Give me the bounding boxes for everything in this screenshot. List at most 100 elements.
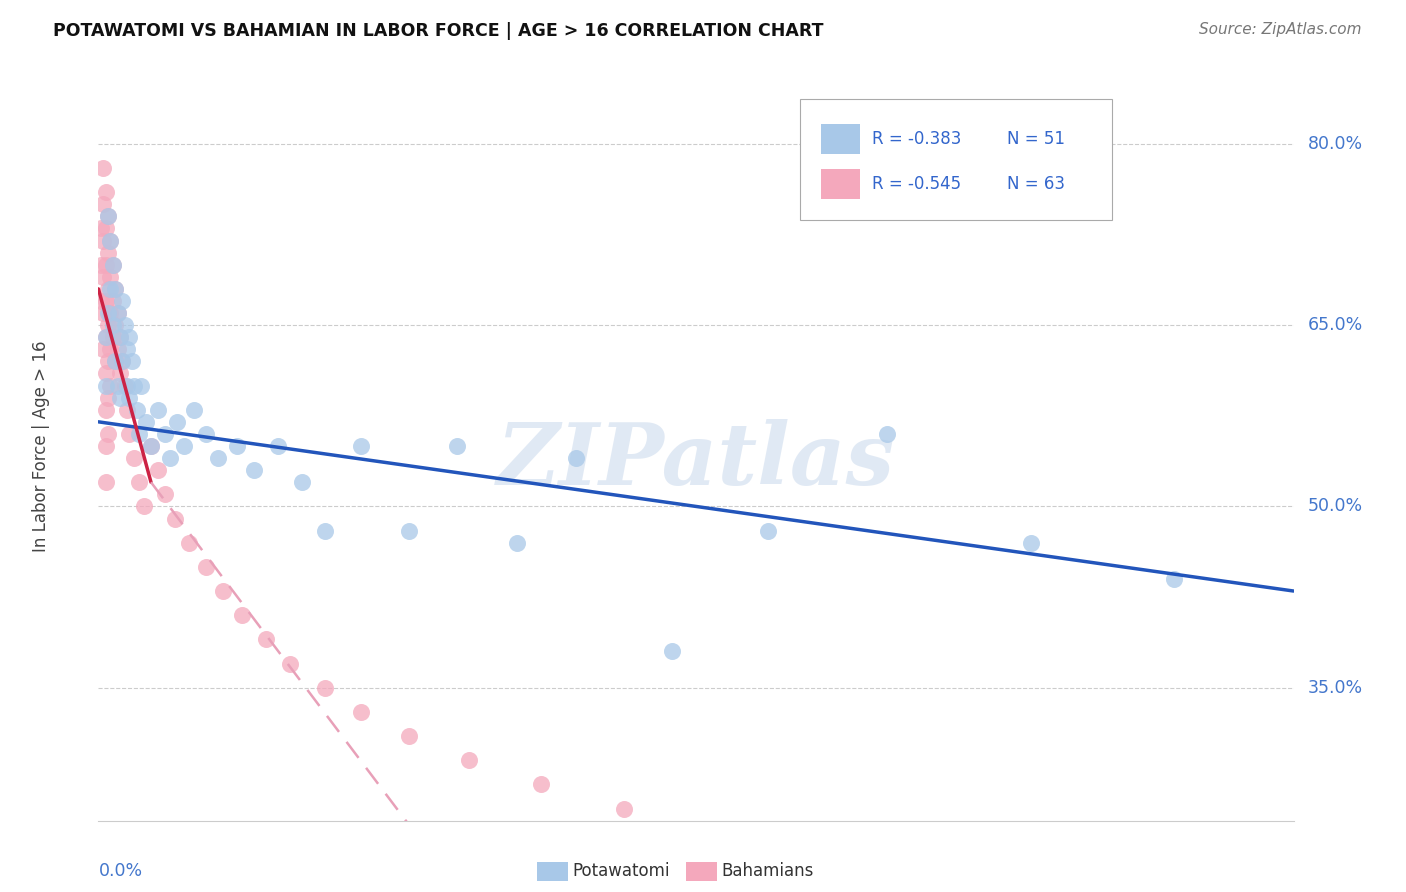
FancyBboxPatch shape (800, 99, 1112, 219)
Point (163, 511, 186, 525)
FancyBboxPatch shape (821, 124, 859, 153)
Point (94, 330, 117, 344)
Point (173, 439, 195, 453)
Point (97, 426, 120, 441)
Point (94, 402, 117, 417)
Point (90, 293, 112, 308)
Text: 35.0%: 35.0% (1308, 679, 1362, 697)
Point (91, 234, 114, 248)
Point (132, 500, 155, 514)
Point (98, 234, 122, 248)
Text: N = 51: N = 51 (1007, 130, 1064, 148)
Point (91, 197, 114, 211)
Point (876, 426, 898, 441)
Point (111, 354, 134, 368)
Point (565, 451, 588, 466)
Point (104, 354, 127, 368)
Point (613, 801, 636, 815)
Point (159, 451, 181, 466)
Point (398, 524, 420, 538)
Text: R = -0.383: R = -0.383 (872, 130, 962, 148)
Point (756, 524, 779, 538)
Point (183, 402, 205, 417)
Point (195, 559, 218, 574)
Point (148, 402, 170, 417)
Point (94, 439, 117, 453)
Point (98, 282, 122, 296)
Point (207, 451, 229, 466)
Point (97, 354, 120, 368)
Point (91, 161, 114, 175)
Point (530, 777, 553, 791)
Text: N = 63: N = 63 (1007, 175, 1064, 193)
Point (97, 210, 120, 224)
Point (231, 608, 253, 623)
Point (104, 282, 127, 296)
Point (97, 391, 120, 405)
Point (315, 524, 337, 538)
Point (107, 306, 129, 320)
Point (179, 535, 201, 549)
Point (94, 367, 117, 381)
Point (128, 475, 150, 490)
Text: In Labor Force | Age > 16: In Labor Force | Age > 16 (32, 340, 51, 552)
Text: POTAWATOMI VS BAHAMIAN IN LABOR FORCE | AGE > 16 CORRELATION CHART: POTAWATOMI VS BAHAMIAN IN LABOR FORCE | … (53, 22, 824, 40)
Point (91, 269, 114, 284)
Point (91, 306, 114, 320)
Point (90, 258, 112, 272)
Point (94, 221, 117, 235)
Point (111, 293, 134, 308)
Point (97, 282, 120, 296)
Point (148, 463, 170, 477)
Point (278, 657, 301, 671)
Point (155, 487, 177, 501)
Text: ZIPatlas: ZIPatlas (496, 419, 896, 503)
Point (94, 185, 117, 199)
Point (90, 221, 112, 235)
Point (97, 318, 120, 333)
Point (121, 354, 143, 368)
Point (458, 753, 481, 767)
Point (115, 402, 138, 417)
Text: 0.0%: 0.0% (98, 862, 142, 880)
Point (115, 343, 138, 357)
Point (104, 354, 127, 368)
Point (101, 293, 124, 308)
Point (139, 439, 162, 453)
Point (139, 439, 162, 453)
Point (118, 391, 141, 405)
Point (114, 318, 136, 333)
Point (97, 306, 120, 320)
Point (350, 439, 373, 453)
Point (446, 439, 468, 453)
Point (97, 245, 120, 260)
Text: 65.0%: 65.0% (1308, 316, 1362, 334)
Point (94, 293, 117, 308)
Point (101, 330, 124, 344)
Point (107, 378, 129, 392)
Point (107, 343, 129, 357)
Point (101, 318, 124, 333)
Text: Source: ZipAtlas.com: Source: ZipAtlas.com (1198, 22, 1361, 37)
Point (211, 584, 233, 599)
Point (108, 330, 131, 344)
Point (94, 475, 117, 490)
Point (195, 426, 218, 441)
Point (124, 378, 146, 392)
Point (291, 475, 314, 490)
Point (131, 378, 153, 392)
Point (118, 426, 141, 441)
Point (315, 681, 337, 695)
Point (91, 343, 114, 357)
Point (506, 535, 529, 549)
Point (98, 234, 122, 248)
Point (108, 330, 131, 344)
Point (108, 391, 131, 405)
Point (135, 415, 157, 429)
Point (243, 463, 266, 477)
Point (94, 330, 117, 344)
Point (98, 343, 122, 357)
Point (108, 367, 131, 381)
Point (1163, 572, 1185, 586)
Point (101, 258, 124, 272)
